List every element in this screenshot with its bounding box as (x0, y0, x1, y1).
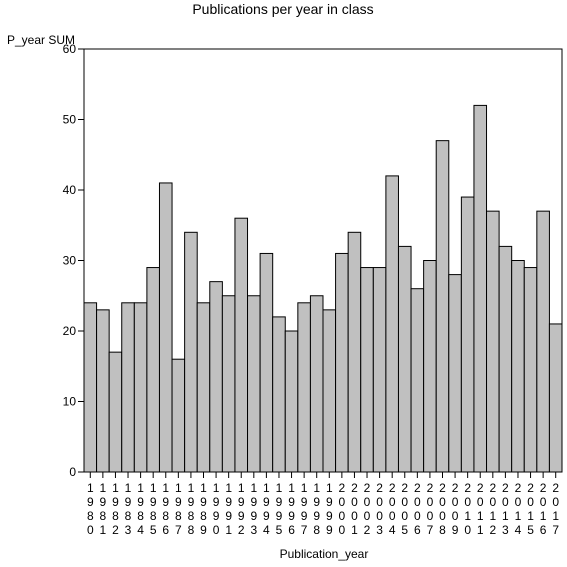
bar-1982 (108, 351, 123, 473)
plot-frame (83, 48, 563, 473)
bar-1994 (259, 252, 274, 473)
bar-2000 (335, 252, 349, 473)
bar-1985 (146, 267, 160, 473)
bar-1983 (121, 302, 135, 473)
chart-title: Publications per year in class (192, 1, 373, 17)
bar-2017 (548, 323, 563, 473)
bar-1999 (322, 309, 337, 473)
y-tick-label: 10 (63, 395, 77, 409)
bar-1986 (158, 182, 173, 473)
bar-1981 (96, 309, 110, 473)
y-tick-label: 50 (63, 113, 77, 127)
bar-1998 (309, 295, 324, 473)
bar-2015 (523, 267, 538, 473)
bar-2012 (486, 210, 500, 473)
y-ticks-group: 0 10 20 30 40 50 60 (63, 42, 84, 479)
bar-2013 (498, 245, 513, 473)
bar-2006 (410, 288, 425, 473)
bar-1993 (247, 295, 261, 473)
x-ticks-group: 1 9 8 0 1 9 8 1 1 9 8 2 1 9 8 3 1 9 8 4 1 9 8 5 1 9 8 6 1 9 8 7 1 9 8 8 1 9 8 9… (87, 472, 559, 537)
y-tick-label: 0 (69, 465, 76, 479)
bar-2014 (511, 260, 525, 473)
bar-1991 (221, 295, 236, 473)
bar-2016 (536, 210, 550, 473)
bar-2011 (473, 104, 488, 473)
y-tick-label: 40 (63, 183, 77, 197)
bar-1980 (83, 302, 98, 473)
x-axis-label: Publication_year (280, 547, 369, 561)
bar-1992 (234, 217, 249, 473)
bars-group (83, 104, 563, 473)
bar-2002 (360, 267, 374, 473)
bar-2004 (385, 175, 399, 473)
bar-1997 (297, 302, 311, 473)
bar-1990 (209, 281, 223, 473)
bar-2009 (448, 274, 462, 473)
bar-1995 (272, 316, 286, 473)
bar-2001 (347, 231, 362, 473)
y-tick-label: 30 (63, 254, 77, 268)
bar-2005 (397, 245, 412, 473)
bar-1984 (133, 302, 148, 473)
bar-1989 (196, 302, 211, 473)
bar-1988 (184, 231, 198, 473)
y-axis-label: P_year SUM (7, 33, 75, 47)
y-tick-label: 20 (63, 324, 77, 338)
bar-2007 (423, 260, 437, 473)
bar-1987 (171, 358, 186, 473)
bar-2010 (460, 196, 475, 473)
bar-1996 (284, 330, 299, 473)
bar-2003 (372, 267, 387, 473)
y-tick-label: 60 (63, 42, 77, 56)
bar-2008 (435, 140, 450, 473)
